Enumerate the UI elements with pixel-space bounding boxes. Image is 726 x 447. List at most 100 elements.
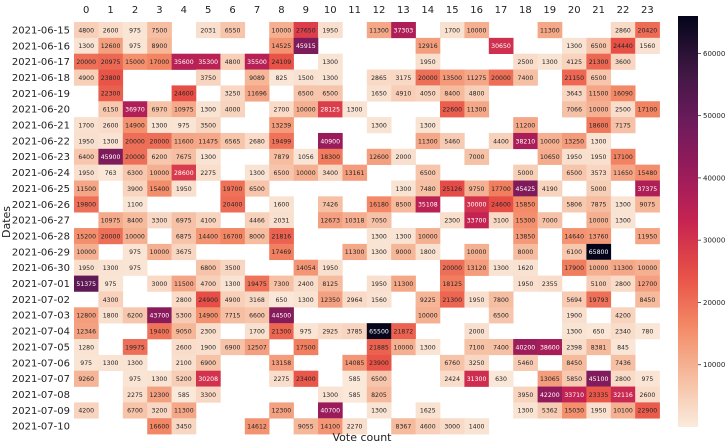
cell-value-label: 4800 (225, 59, 241, 66)
heatmap-cell (220, 180, 246, 197)
cell-value-label: 4200 (78, 408, 94, 415)
heatmap-cell (342, 101, 368, 118)
heatmap-cell (147, 212, 172, 229)
heatmap-cell (147, 370, 172, 387)
cell-value-label: 13760 (589, 233, 609, 240)
cell-value-label: 8900 (152, 43, 168, 50)
cell-value-label: 24600 (174, 91, 194, 98)
cell-value-label: 15000 (125, 59, 145, 66)
cell-value-label: 1300 (371, 408, 387, 415)
heatmap-cell (244, 180, 270, 197)
heatmap-cell (98, 307, 124, 324)
heatmap-cell (147, 101, 172, 118)
cell-value-label: 8500 (396, 202, 412, 209)
cell-value-label: 1300 (103, 265, 119, 272)
cell-value-label: 13158 (272, 360, 292, 367)
heatmap-cell (196, 291, 221, 308)
cell-value-label: 7875 (591, 202, 607, 209)
heatmap-cell (74, 164, 99, 181)
cell-value-label: 12300 (150, 392, 170, 399)
heatmap-cell (586, 291, 612, 308)
heatmap-cell (635, 228, 660, 245)
cell-value-label: 10000 (467, 27, 487, 34)
cell-value-label: 4900 (225, 297, 241, 304)
x-axis-label: Vote count (332, 431, 392, 444)
heatmap-cell (147, 164, 172, 181)
cell-value-label: 4000 (225, 107, 241, 114)
cell-value-label: 5362 (542, 408, 558, 415)
heatmap-cell (171, 243, 197, 261)
cell-value-label: 8205 (371, 392, 387, 399)
heatmap-cell (244, 323, 270, 340)
cell-value-label: 1300 (615, 202, 631, 209)
heatmap-cell (269, 291, 294, 308)
cell-value-label: 24900 (198, 297, 218, 304)
heatmap-cell (610, 275, 636, 292)
cell-value-label: 1600 (274, 202, 290, 209)
x-tick-labels: 0 1 2 3 4 5 6 7 8 9 10 11 12 13 14 15 16 17 18 19 20 21 22 23 (83, 5, 654, 16)
cell-value-label: 3500 (225, 265, 241, 272)
heatmap-cell (318, 386, 343, 403)
cell-value-label: 1300 (420, 344, 436, 351)
heatmap-cell (586, 164, 612, 181)
cell-value-label: 65800 (589, 249, 609, 256)
heatmap-cell (74, 307, 99, 324)
heatmap-cell (318, 196, 343, 213)
cell-value-label: 11300 (613, 265, 633, 272)
heatmap-cell (635, 101, 660, 118)
cell-value-label: 11300 (467, 107, 487, 114)
heatmap-cell (366, 354, 392, 371)
heatmap-cell (610, 386, 636, 403)
heatmap-cell (440, 275, 465, 292)
heatmap-cell (74, 243, 99, 261)
heatmap-cell (122, 243, 148, 261)
colorbar: 10000 20000 30000 40000 50000 60000 (678, 16, 725, 427)
x-tick-label: 1 (107, 5, 113, 16)
heatmap-cell (244, 85, 270, 102)
cell-value-label: 13239 (272, 122, 292, 129)
cell-value-label: 975 (129, 249, 141, 256)
heatmap-cell (513, 275, 538, 292)
cell-value-label: 23800 (101, 75, 121, 82)
cell-value-label: 5850 (566, 376, 582, 383)
heatmap-cell (74, 180, 99, 197)
cell-value-label: 24600 (491, 202, 511, 209)
cell-value-label: 1300 (566, 328, 582, 335)
cell-value-label: 1300 (347, 107, 363, 114)
y-tick-label: 2021-07-05 (12, 342, 70, 353)
cell-value-label: 6500 (249, 186, 265, 193)
heatmap-cell (610, 259, 636, 276)
cell-value-label: 21885 (369, 344, 389, 351)
y-tick-label: 2021-07-06 (12, 358, 70, 369)
heatmap-cell (220, 259, 246, 276)
y-tick-label: 2021-06-15 (12, 25, 70, 36)
heatmap-cell (220, 339, 246, 356)
heatmap-cell (440, 22, 465, 39)
cell-value-label: 14640 (564, 233, 584, 240)
cell-value-label: 20000 (418, 75, 438, 82)
cell-value-label: 1950 (176, 186, 192, 193)
heatmap-cell (440, 370, 465, 387)
heatmap-cell (513, 69, 538, 86)
cell-value-label: 17000 (150, 59, 170, 66)
cell-value-label: 2865 (371, 75, 387, 82)
cell-value-label: 10000 (150, 249, 170, 256)
cell-value-label: 1056 (298, 154, 314, 161)
cell-value-label: 35600 (174, 59, 194, 66)
cell-value-label: 2600 (103, 27, 119, 34)
heatmap-cell (635, 259, 660, 276)
cell-value-label: 1300 (322, 75, 338, 82)
cell-value-label: 3250 (469, 360, 485, 367)
colorbar-tick-label: 50000 (703, 112, 725, 120)
cell-value-label: 10000 (272, 27, 292, 34)
x-tick-label: 16 (470, 5, 483, 16)
heatmap-cell (635, 370, 660, 387)
cell-value-label: 6200 (127, 313, 143, 320)
x-tick-label: 10 (324, 5, 337, 16)
cell-value-label: 2600 (640, 392, 656, 399)
cell-value-label: 2800 (615, 376, 631, 383)
heatmap-cell (513, 354, 538, 371)
y-tick-label: 2021-07-02 (12, 295, 70, 306)
cell-value-label: 10000 (589, 107, 609, 114)
cell-value-label: 6900 (200, 360, 216, 367)
